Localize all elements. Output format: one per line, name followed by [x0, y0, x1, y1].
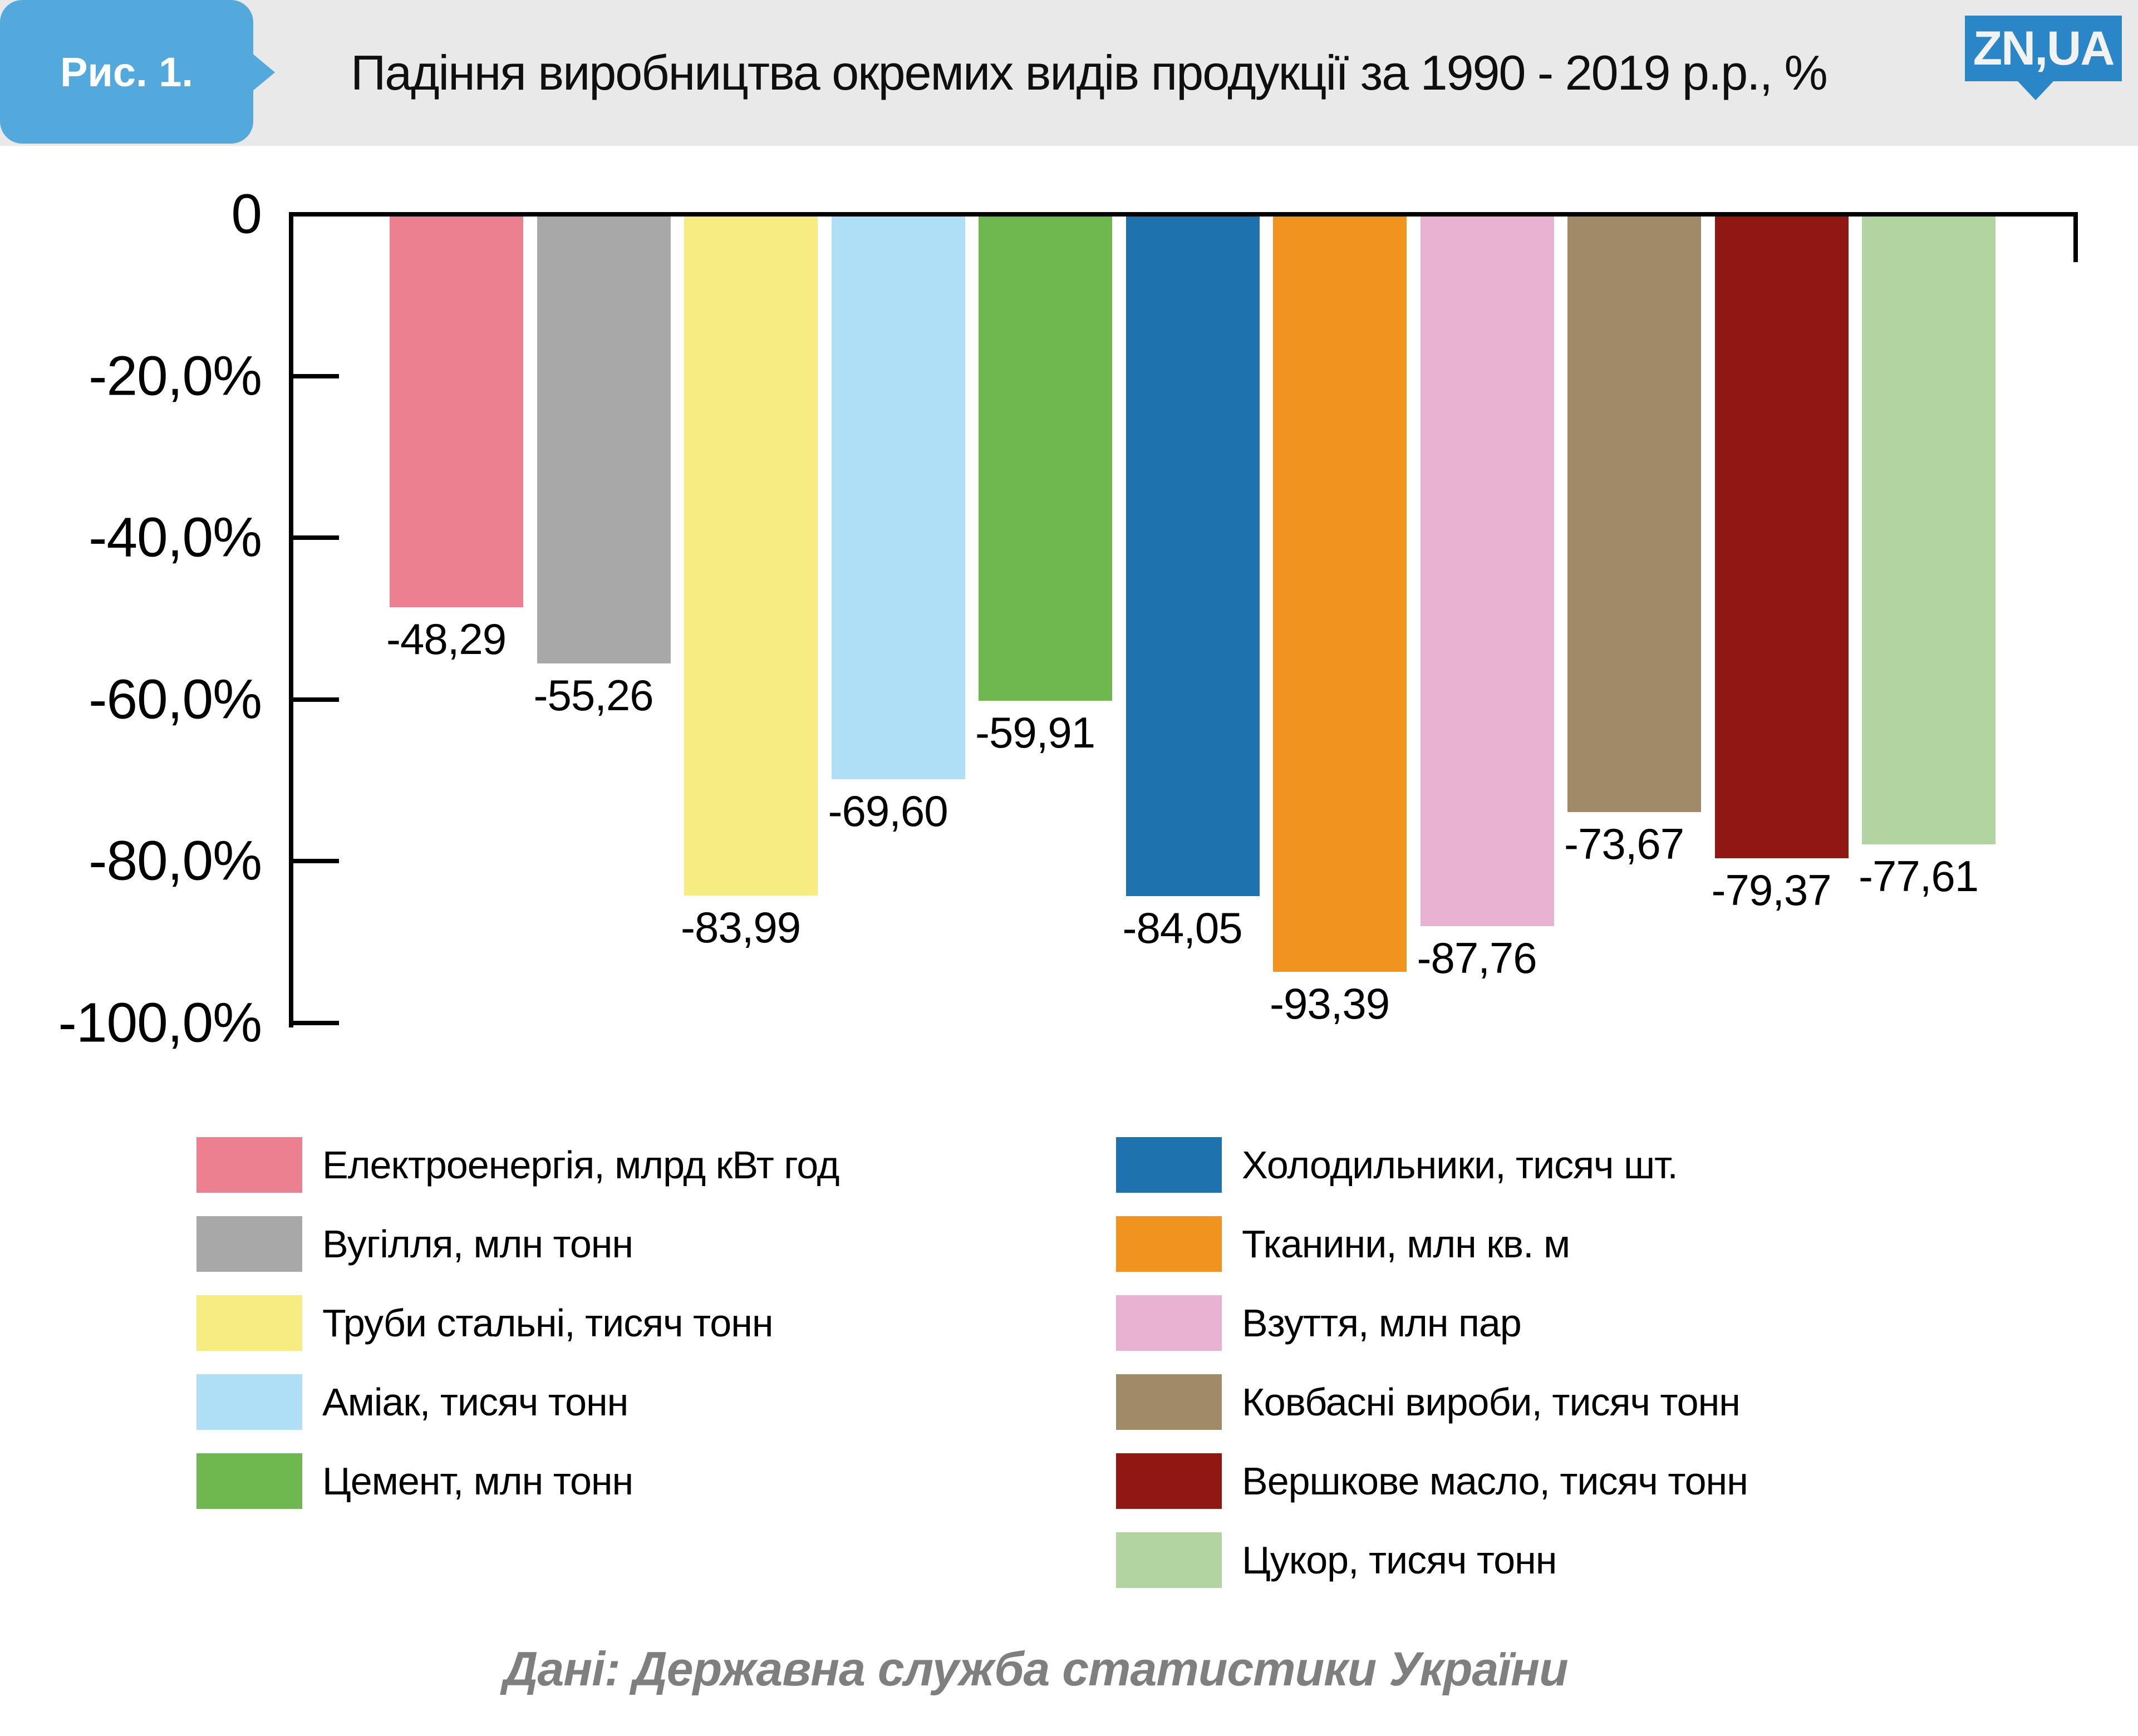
bar-value-label: -59,91: [975, 708, 1095, 758]
bar-value-label: -69,60: [828, 786, 948, 836]
legend-item: Електроенергія, млрд кВт год: [196, 1137, 839, 1193]
y-axis-tick: [293, 1021, 339, 1025]
legend-swatch-icon: [196, 1137, 302, 1193]
bar-value-label: -87,76: [1417, 933, 1537, 983]
figure-badge: Рис. 1.: [0, 0, 253, 144]
legend-item: Цемент, млн тонн: [196, 1453, 633, 1509]
legend-label: Холодильники, тисяч шт.: [1242, 1143, 1678, 1187]
legend-item: Вершкове масло, тисяч тонн: [1116, 1453, 1748, 1509]
bar-value-label: -79,37: [1711, 865, 1832, 915]
figure-badge-arrow-icon: [252, 53, 275, 92]
bar-8: [1567, 217, 1701, 813]
legend-item: Ковбасні вироби, тисяч тонн: [1116, 1374, 1741, 1430]
legend-label: Взуття, млн пар: [1242, 1301, 1522, 1345]
legend-label: Тканини, млн кв. м: [1242, 1222, 1570, 1266]
legend-item: Холодильники, тисяч шт.: [1116, 1137, 1678, 1193]
legend-label: Труби стальні, тисяч тонн: [322, 1301, 774, 1345]
legend-item: Взуття, млн пар: [1116, 1295, 1522, 1351]
legend-item: Вугілля, млн тонн: [196, 1216, 633, 1272]
legend-label: Ковбасні вироби, тисяч тонн: [1242, 1380, 1741, 1424]
bar-value-label: -73,67: [1564, 819, 1684, 869]
data-source-note: Дані: Державна служба статистики України: [503, 1642, 1568, 1696]
bar-3: [831, 217, 965, 780]
bar-9: [1714, 217, 1849, 859]
znua-logo-tail-icon: [2018, 81, 2053, 100]
legend-label: Цукор, тисяч тонн: [1242, 1538, 1557, 1582]
legend-swatch-icon: [196, 1295, 302, 1351]
y-axis-tick-label: -60,0%: [89, 668, 262, 731]
bar-5: [1125, 217, 1260, 897]
y-axis-tick: [293, 697, 339, 702]
bar-0: [390, 217, 523, 607]
bar-2: [684, 217, 818, 896]
bar-value-label: -48,29: [386, 614, 507, 663]
legend-swatch-icon: [1116, 1216, 1222, 1272]
legend-swatch-icon: [196, 1216, 302, 1272]
legend-label: Електроенергія, млрд кВт год: [322, 1143, 839, 1187]
legend-swatch-icon: [1116, 1295, 1222, 1351]
chart-title: Падіння виробництва окремих видів продук…: [351, 45, 1828, 100]
legend-label: Цемент, млн тонн: [322, 1459, 633, 1503]
legend-item: Аміак, тисяч тонн: [196, 1374, 628, 1430]
legend-item: Тканини, млн кв. м: [1116, 1216, 1570, 1272]
legend-item: Цукор, тисяч тонн: [1116, 1532, 1557, 1588]
bar-4: [979, 217, 1112, 701]
bar-value-label: -83,99: [681, 903, 801, 952]
x-axis-baseline: [289, 212, 2078, 217]
y-axis-tick-label: -100,0%: [58, 991, 262, 1054]
legend-swatch-icon: [196, 1374, 302, 1430]
znua-logo-text: ZN,UA: [1973, 21, 2115, 75]
y-axis-tick: [293, 859, 339, 864]
y-axis-tick-label: -40,0%: [89, 506, 262, 569]
legend-swatch-icon: [196, 1453, 302, 1509]
legend-swatch-icon: [1116, 1532, 1222, 1588]
y-axis-tick: [293, 535, 339, 540]
legend-swatch-icon: [1116, 1137, 1222, 1193]
x-axis-end-tick: [2073, 212, 2078, 262]
y-axis-tick-label: 0: [231, 183, 262, 245]
figure-label: Рис. 1.: [60, 48, 193, 95]
bar-chart-plot: 0 -20,0% -40,0% -60,0% -80,0% -100,0% -48,29 -5…: [58, 183, 2078, 1054]
y-axis-tick-label: -20,0%: [89, 345, 262, 407]
bar-value-label: -77,61: [1859, 851, 1979, 901]
bar-value-label: -93,39: [1270, 978, 1390, 1028]
y-axis-tick: [293, 373, 339, 378]
y-axis-line: [289, 212, 293, 1027]
legend-label: Аміак, тисяч тонн: [322, 1380, 628, 1424]
y-axis-tick-label: -80,0%: [89, 829, 262, 892]
legend-label: Вершкове масло, тисяч тонн: [1242, 1459, 1748, 1503]
bar-10: [1862, 217, 1996, 844]
bar-6: [1273, 217, 1407, 972]
legend-swatch-icon: [1116, 1453, 1222, 1509]
bar-1: [537, 217, 671, 663]
legend-item: Труби стальні, тисяч тонн: [196, 1295, 774, 1351]
legend-swatch-icon: [1116, 1374, 1222, 1430]
bar-value-label: -84,05: [1122, 903, 1243, 953]
bar-value-label: -55,26: [533, 670, 654, 720]
znua-logo: ZN,UA: [1965, 16, 2122, 81]
bar-7: [1420, 217, 1554, 927]
legend-label: Вугілля, млн тонн: [322, 1222, 633, 1266]
header: Рис. 1. Падіння виробництва окремих виді…: [0, 0, 2138, 146]
